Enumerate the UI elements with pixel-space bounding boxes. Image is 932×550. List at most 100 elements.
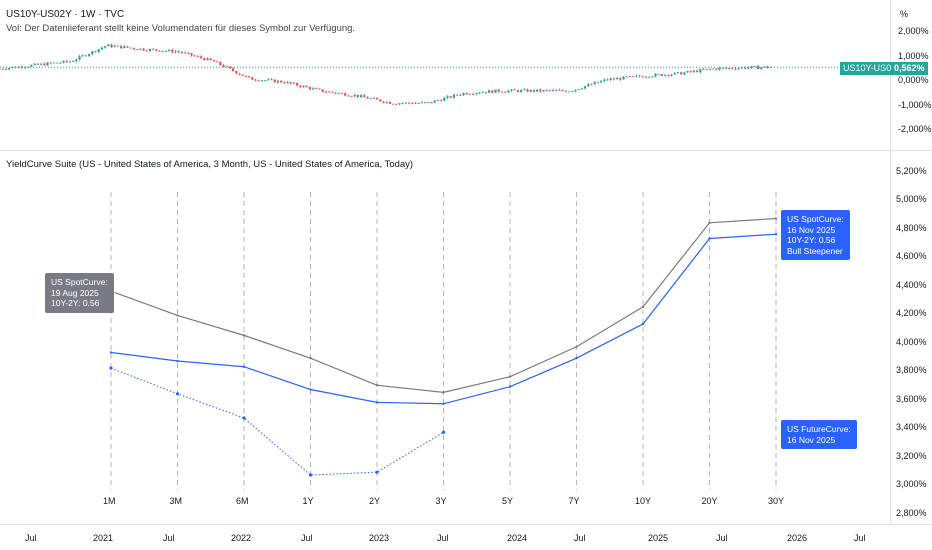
yield-curve-point xyxy=(242,416,246,420)
bottom-axis-tick: 3,600% xyxy=(896,393,927,404)
candle-body xyxy=(564,90,568,92)
candle-body xyxy=(184,52,187,54)
candle-body xyxy=(680,72,683,75)
symbol-title[interactable]: US10Y-US02Y · 1W · TVC xyxy=(6,9,125,20)
candle-body xyxy=(632,76,635,77)
candle-body xyxy=(193,55,196,57)
volume-note: Vol: Der Datenlieferant stellt keine Vol… xyxy=(6,23,356,34)
candle-body xyxy=(132,47,136,50)
indicator-title[interactable]: YieldCurve Suite (US - United States of … xyxy=(6,159,414,170)
candle-body xyxy=(587,84,590,87)
candle-body xyxy=(59,62,62,64)
yield-curve-point xyxy=(708,237,711,240)
candle-body xyxy=(328,91,331,93)
candle-body xyxy=(545,90,548,91)
tenor-label: 2Y xyxy=(369,496,381,506)
tenor-label: 1M xyxy=(103,496,116,506)
candle-body xyxy=(65,60,68,62)
candle-body xyxy=(142,48,145,51)
candle-body xyxy=(171,49,174,53)
candle-body xyxy=(24,67,27,69)
tenor-label: 30Y xyxy=(768,496,785,506)
candle-body xyxy=(705,68,708,70)
candle-body xyxy=(148,48,152,51)
candle-body xyxy=(622,76,625,80)
candle-body xyxy=(356,94,360,97)
candle-body xyxy=(763,66,766,68)
candle-body xyxy=(152,48,155,50)
tenor-label: 1Y xyxy=(302,496,314,506)
yield-curve-point xyxy=(175,392,180,396)
candle-body xyxy=(616,78,619,80)
candle-body xyxy=(244,75,248,77)
candle-body xyxy=(78,56,81,60)
candle-body xyxy=(219,61,222,65)
candle-body xyxy=(593,82,596,85)
candle-body xyxy=(36,63,40,65)
yield-curve-point xyxy=(109,351,113,354)
candle-body xyxy=(155,49,158,51)
yield-curve-point xyxy=(508,385,512,388)
yield-curve-point xyxy=(308,473,313,477)
candle-body xyxy=(308,87,312,90)
candle-body xyxy=(161,51,164,52)
candle-body xyxy=(696,70,699,73)
bottom-axis-tick: 5,000% xyxy=(896,194,927,204)
top-axis-tick: -2,000% xyxy=(898,124,932,134)
candle-body xyxy=(670,74,673,76)
time-axis-label: 2023 xyxy=(369,533,390,543)
candle-body xyxy=(504,91,507,93)
candle-body xyxy=(603,79,606,81)
candle-body xyxy=(440,100,443,102)
candle-body xyxy=(174,51,177,53)
candle-body xyxy=(33,63,36,65)
callout-line: Bull Steepener xyxy=(787,245,843,256)
candle-body xyxy=(363,95,366,98)
candle-body xyxy=(280,80,283,83)
candle-body xyxy=(478,92,481,94)
bottom-axis-tick: 3,800% xyxy=(896,365,927,375)
candle-body xyxy=(1,68,4,70)
candle-body xyxy=(398,103,401,105)
candle-body xyxy=(715,68,718,70)
pane-separator[interactable] xyxy=(0,150,932,151)
bottom-axis-tick: 4,200% xyxy=(896,308,927,318)
candle-body xyxy=(584,86,587,89)
candle-body xyxy=(673,72,676,75)
time-axis-label: 2025 xyxy=(648,533,669,543)
candle-body xyxy=(699,69,702,73)
candle-body xyxy=(552,90,555,91)
callout-line: 10Y-2Y: 0.56 xyxy=(51,298,100,308)
yield-curve-point xyxy=(641,322,645,326)
axis-unit: % xyxy=(900,9,909,19)
candle-body xyxy=(353,94,356,97)
candle-body xyxy=(414,103,417,104)
candle-body xyxy=(411,103,414,104)
candle-body xyxy=(571,91,574,93)
candle-body xyxy=(324,91,328,93)
candle-body xyxy=(206,58,209,61)
bottom-axis-tick: 4,600% xyxy=(896,251,927,261)
candle-body xyxy=(456,94,459,96)
candle-body xyxy=(385,101,388,103)
candle-body xyxy=(56,62,59,64)
candle-body xyxy=(235,71,238,74)
candle-body xyxy=(107,44,110,47)
candle-body xyxy=(417,103,420,104)
candle-body xyxy=(8,68,11,70)
candle-body xyxy=(17,66,20,68)
candle-body xyxy=(651,76,654,78)
candle-body xyxy=(491,90,494,93)
candle-body xyxy=(120,45,123,49)
candle-body xyxy=(305,85,308,88)
candle-body xyxy=(760,67,763,69)
callout-line: US SpotCurve: xyxy=(787,214,844,224)
candle-body xyxy=(369,98,372,100)
candle-body xyxy=(254,79,257,81)
candle-body xyxy=(43,63,46,66)
candle-body xyxy=(40,63,43,65)
yield-curve-point xyxy=(575,356,578,360)
callout-spot-aug: US SpotCurve: 19 Aug 2025 10Y-2Y: 0.56 xyxy=(45,273,120,313)
